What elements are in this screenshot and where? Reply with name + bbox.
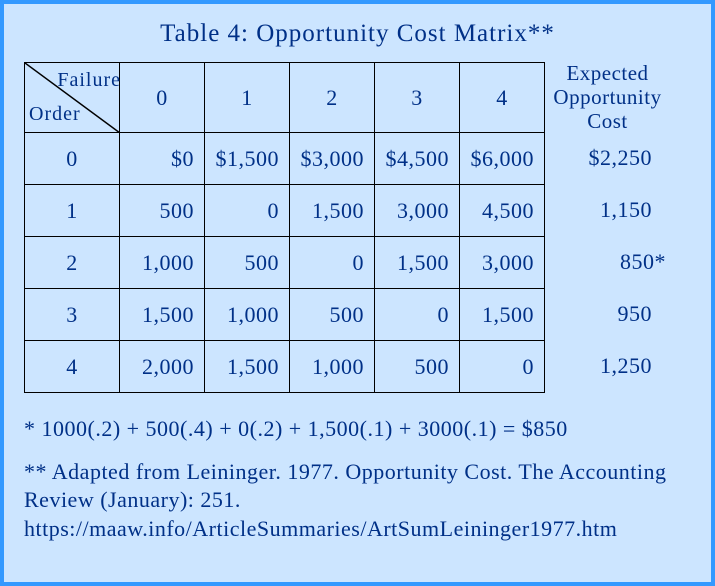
table-wrap: Failure Order 0 1 2 3 4 0 $0 $1,500 $3,0… [24,62,691,393]
corner-cell: Failure Order [25,63,120,133]
cell: 4,500 [460,185,545,237]
table-title: Table 4: Opportunity Cost Matrix** [24,20,691,48]
header-row: Failure Order 0 1 2 3 4 [25,63,545,133]
col-header: 3 [375,63,460,133]
col-header: 0 [120,63,205,133]
col-header: 1 [205,63,290,133]
cell: 1,500 [375,237,460,289]
row-label: 1 [25,185,120,237]
cell: 0 [205,185,290,237]
expected-header: Expected Opportunity Cost [545,62,670,132]
expected-value: 1,150 [545,184,670,236]
footnotes: * 1000(.2) + 500(.4) + 0(.2) + 1,500(.1)… [24,415,691,543]
table-row: 0 $0 $1,500 $3,000 $4,500 $6,000 [25,133,545,185]
row-label: 0 [25,133,120,185]
table-row: 4 2,000 1,500 1,000 500 0 [25,341,545,393]
cell: 500 [120,185,205,237]
cell: 500 [205,237,290,289]
cell: 3,000 [460,237,545,289]
cell: 0 [290,237,375,289]
cell: $1,500 [205,133,290,185]
table-row: 3 1,500 1,000 500 0 1,500 [25,289,545,341]
cell: 1,000 [290,341,375,393]
footnote-calc: * 1000(.2) + 500(.4) + 0(.2) + 1,500(.1)… [24,415,691,444]
cell: 500 [375,341,460,393]
cell: 500 [290,289,375,341]
corner-left-label: Order [29,103,81,126]
cost-matrix-table: Failure Order 0 1 2 3 4 0 $0 $1,500 $3,0… [24,62,545,393]
cell: $0 [120,133,205,185]
table-row: 1 500 0 1,500 3,000 4,500 [25,185,545,237]
expected-value: $2,250 [545,132,670,184]
cell: 1,500 [460,289,545,341]
cell: 1,000 [120,237,205,289]
row-label: 4 [25,341,120,393]
col-header: 2 [290,63,375,133]
cell: $4,500 [375,133,460,185]
expected-value: 850* [545,236,670,288]
cell: 3,000 [375,185,460,237]
expected-cost-column: Expected Opportunity Cost $2,250 1,150 8… [545,62,670,392]
expected-value: 1,250 [545,340,670,392]
cell: $3,000 [290,133,375,185]
cell: 1,000 [205,289,290,341]
cell: $6,000 [460,133,545,185]
cell: 0 [375,289,460,341]
expected-value: 950 [545,288,670,340]
corner-top-label: Failure [57,69,121,92]
cell: 1,500 [120,289,205,341]
cell: 1,500 [290,185,375,237]
col-header: 4 [460,63,545,133]
row-label: 2 [25,237,120,289]
cell: 0 [460,341,545,393]
cell: 1,500 [205,341,290,393]
panel: Table 4: Opportunity Cost Matrix** Failu… [4,4,711,582]
table-row: 2 1,000 500 0 1,500 3,000 [25,237,545,289]
footnote-source: ** Adapted from Leininger. 1977. Opportu… [24,458,691,544]
row-label: 3 [25,289,120,341]
cell: 2,000 [120,341,205,393]
